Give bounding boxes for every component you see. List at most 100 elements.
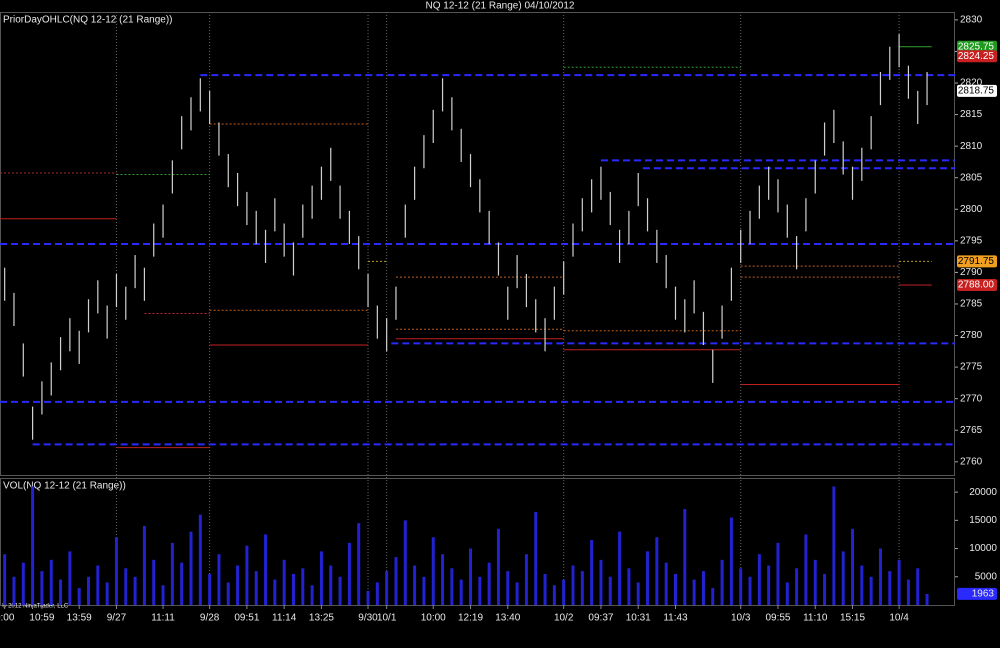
volume-bar xyxy=(347,542,351,605)
x-tick-label: 10/4 xyxy=(889,613,909,624)
volume-bar xyxy=(720,559,724,605)
volume-bar xyxy=(580,571,584,605)
y-tick-label: 2775 xyxy=(960,362,983,373)
volume-bar xyxy=(515,582,519,605)
x-tick-label: 10/1 xyxy=(377,613,397,624)
price-marker xyxy=(957,84,997,97)
volume-bar xyxy=(804,534,808,605)
volume-bar xyxy=(394,557,398,605)
volume-bar xyxy=(552,585,556,605)
volume-bar xyxy=(478,576,482,605)
volume-bar xyxy=(254,571,258,605)
volume-bar xyxy=(77,588,81,605)
volume-bar xyxy=(823,573,827,605)
volume-bar xyxy=(291,573,295,605)
volume-bar xyxy=(683,509,687,605)
volume-bar xyxy=(198,514,202,605)
volume-bar xyxy=(776,542,780,605)
volume-bar xyxy=(729,517,733,605)
volume-bar xyxy=(785,582,789,605)
y-tick-label: 2820 xyxy=(960,78,983,89)
x-tick-label: 09:55 xyxy=(765,613,790,624)
volume-last-label: 1963 xyxy=(972,589,995,600)
window-title: NQ 12-12 (21 Range) 04/10/2012 xyxy=(426,1,575,12)
x-tick-label: 13:59 xyxy=(67,613,92,624)
y-tick-label: 2815 xyxy=(960,109,983,120)
volume-bar xyxy=(142,525,146,605)
volume-bar xyxy=(739,568,743,605)
volume-bar xyxy=(888,571,892,605)
volume-bar xyxy=(897,559,901,605)
y-tick-label: 2785 xyxy=(960,299,983,310)
volume-bar xyxy=(711,588,715,605)
x-tick-label: 10/3 xyxy=(731,613,751,624)
volume-bar xyxy=(646,551,650,605)
volume-bar xyxy=(692,579,696,605)
volume-panel xyxy=(0,478,955,606)
volume-bar xyxy=(366,590,370,605)
x-tick-label: 11:43 xyxy=(663,613,688,624)
volume-bar xyxy=(599,559,603,605)
volume-bar xyxy=(310,585,314,605)
volume-bar xyxy=(133,576,137,605)
price-panel-title: PriorDayOHLC(NQ 12-12 (21 Range)) xyxy=(3,15,173,26)
volume-bar xyxy=(636,582,640,605)
volume-bar xyxy=(226,582,230,605)
price-marker xyxy=(957,50,997,63)
volume-y-tick-label: 15000 xyxy=(969,515,997,526)
x-tick-label: 13:40 xyxy=(495,613,520,624)
volume-bar xyxy=(767,565,771,605)
x-tick-label: 10/2 xyxy=(554,613,574,624)
y-tick-label: 2790 xyxy=(960,267,983,278)
volume-bar xyxy=(757,554,761,605)
volume-bar xyxy=(170,542,174,605)
volume-bar xyxy=(21,562,25,605)
volume-bar xyxy=(180,562,184,605)
volume-bar xyxy=(878,548,882,605)
volume-bar xyxy=(748,576,752,605)
x-tick-label: 10:31 xyxy=(626,613,651,624)
volume-bar xyxy=(673,573,677,605)
volume-bar xyxy=(208,573,212,605)
volume-bar xyxy=(114,537,118,605)
volume-bar xyxy=(618,531,622,605)
volume-bar xyxy=(105,582,109,605)
volume-bar xyxy=(329,565,333,605)
y-tick-label: 2795 xyxy=(960,235,983,246)
x-tick-label: 11:10 xyxy=(803,613,828,624)
volume-y-tick-label: 5000 xyxy=(975,571,998,582)
y-tick-label: 2805 xyxy=(960,172,983,183)
volume-bar xyxy=(375,582,379,605)
volume-panel-title: VOL(NQ 12-12 (21 Range)) xyxy=(3,481,126,492)
volume-last-box xyxy=(957,587,997,600)
volume-bar xyxy=(487,562,491,605)
volume-bar xyxy=(543,573,547,605)
x-tick-label: 12:19 xyxy=(458,613,483,624)
volume-bar xyxy=(431,537,435,605)
volume-bar xyxy=(608,576,612,605)
volume-bar xyxy=(450,568,454,605)
volume-bar xyxy=(869,576,873,605)
volume-bar xyxy=(524,554,528,605)
y-tick-label: 2765 xyxy=(960,425,983,436)
volume-bar xyxy=(338,576,342,605)
x-tick-label: 09:51 xyxy=(234,613,259,624)
volume-bar xyxy=(12,576,16,605)
volume-bar xyxy=(627,568,631,605)
y-tick-label: 2760 xyxy=(960,456,983,467)
volume-bar xyxy=(49,559,53,605)
volume-bar xyxy=(562,579,566,605)
volume-bar xyxy=(152,559,156,605)
volume-bar xyxy=(217,554,221,605)
volume-bar xyxy=(319,551,323,605)
volume-bar xyxy=(161,585,165,605)
volume-bar xyxy=(469,548,473,605)
y-tick-label: 2770 xyxy=(960,393,983,404)
volume-bar xyxy=(571,565,575,605)
y-tick-label: 2810 xyxy=(960,141,983,152)
volume-bar xyxy=(925,593,929,605)
volume-bar xyxy=(403,520,407,605)
price-marker xyxy=(957,255,997,268)
volume-bar xyxy=(385,571,389,605)
